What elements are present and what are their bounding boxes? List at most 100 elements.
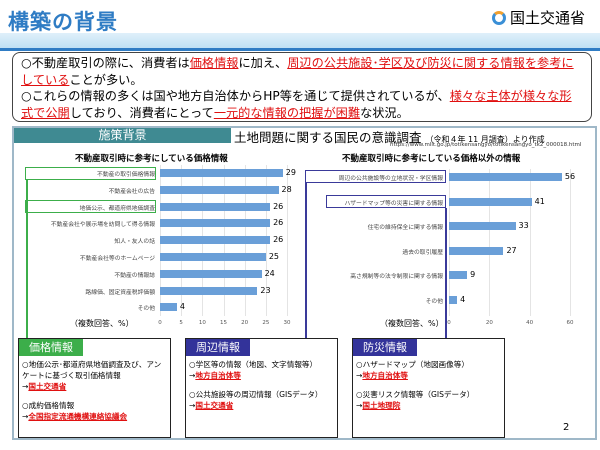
info-box-surroundings: 周辺情報 ○学区等の情報（地図、文字情報等） →地方自治体等 ○公共施設等の周辺情報（…: [185, 338, 338, 438]
info-source-link[interactable]: 国土地理院: [362, 401, 401, 410]
highlight-price-info: [25, 167, 156, 180]
info-box-disaster: 防災情報 ○ハザードマップ（地図画像等） →地方自治体等 ○災害リスク情報等（GISデ…: [352, 338, 505, 438]
bar: [160, 169, 283, 177]
gridline: [449, 169, 450, 316]
info-source-link[interactable]: 国土交通省: [28, 382, 67, 391]
intro-paragraph-1: ○不動産取引の際に、消費者は価格情報に加え、周辺の公共施設･学区及び防災に関する…: [21, 56, 574, 87]
info-item-source: →国土交通省: [189, 401, 234, 410]
logo-icon: [492, 10, 506, 25]
chart-note: （複数回答、%）: [380, 319, 444, 328]
bar: [449, 197, 532, 206]
axis-tick-label: 25: [262, 320, 270, 326]
highlight-land-price: [25, 200, 156, 213]
category-label: その他: [137, 306, 155, 313]
intro-paragraph-2: ○これらの情報の多くは国や地方自治体からHP等を通じて提供されているが、様々な主…: [21, 89, 572, 120]
chart-note: （複数回答、%）: [70, 319, 134, 328]
info-box-body: ○ハザードマップ（地図画像等） →地方自治体等 ○災害リスク情報等（GISデータ） →…: [353, 356, 504, 414]
bar: [449, 271, 468, 280]
gridline: [489, 169, 491, 316]
bar: [160, 236, 271, 245]
info-box-body: ○学区等の情報（地図、文字情報等） →地方自治体等 ○公共施設等の周辺情報（GISデ…: [186, 356, 337, 414]
info-item: ○地価公示･都道府県地価調査及び、アンケートに基づく取引価格情報 →国土交通省: [22, 359, 167, 392]
axis-tick-label: 30: [283, 320, 291, 326]
ministry-name: 国土交通省: [510, 9, 586, 27]
axis-tick-label: 10: [198, 320, 206, 326]
highlight-hazard: [326, 195, 446, 208]
axis-tick-label: 40: [526, 320, 534, 326]
bar: [160, 219, 271, 228]
gridline: [570, 169, 571, 316]
axis-tick-label: 20: [241, 320, 249, 326]
data-label: 26: [273, 218, 284, 228]
connector-price: [26, 180, 28, 338]
bar: [449, 173, 562, 181]
axis-tick-label: 20: [485, 320, 493, 326]
info-item-text: ○公共施設等の周辺情報（GISデータ）: [189, 390, 323, 399]
info-source-link[interactable]: 全国指定流通機構連絡協議会: [28, 412, 128, 421]
info-source-link[interactable]: 地方自治体等: [195, 371, 241, 380]
info-item: ○公共施設等の周辺情報（GISデータ） →国土交通省: [189, 389, 334, 411]
category-label: 不動産の取引価格情報: [97, 172, 155, 178]
data-label: 28: [281, 184, 292, 194]
data-label: 25: [268, 252, 280, 261]
bar: [160, 286, 258, 295]
gridline: [287, 165, 288, 316]
category-label: 過去の取引履歴: [402, 249, 443, 256]
category-label: ハザードマップ等の災害に関する情報: [344, 200, 443, 207]
category-label: 地価公示、都道府県地価調査: [79, 205, 155, 212]
info-item: ○学区等の情報（地図、文字情報等） →地方自治体等: [189, 359, 334, 381]
info-item-source: →国土交通省: [22, 382, 67, 391]
bar: [449, 296, 458, 304]
info-box-title: 防災情報: [353, 339, 417, 356]
data-label: 24: [264, 268, 275, 278]
info-box-title: 価格情報: [19, 339, 83, 356]
bar: [160, 253, 266, 261]
data-label: 33: [518, 221, 529, 231]
info-source-link[interactable]: 地方自治体等: [362, 371, 408, 380]
info-item: ○ハザードマップ（地図画像等） →地方自治体等: [356, 359, 501, 381]
info-source-link[interactable]: 国土交通省: [195, 401, 234, 410]
connector-surroundings: [305, 183, 307, 338]
data-label: 23: [260, 285, 271, 295]
info-item: ○災害リスク情報等（GISデータ） →国土地理院: [356, 389, 501, 411]
info-item-text: ○災害リスク情報等（GISデータ）: [356, 390, 475, 399]
category-label: 不動産会社等のホームページ: [79, 256, 155, 262]
info-box-price: 価格情報 ○地価公示･都道府県地価調査及び、アンケートに基づく取引価格情報 →国土交…: [18, 338, 171, 438]
info-item-text: ○成約価格情報: [22, 401, 75, 410]
axis-tick-label: 0: [158, 320, 162, 326]
ministry-logo: 国土交通省: [492, 7, 585, 28]
data-label: 9: [470, 270, 476, 280]
axis-tick-label: 15: [220, 320, 227, 326]
bar: [449, 246, 504, 255]
info-item-source: →全国指定流通機構連絡協議会: [22, 412, 128, 421]
page-title: 構築の背景: [8, 10, 118, 34]
data-label: 4: [179, 302, 186, 312]
info-item: ○成約価格情報 →全国指定流通機構連絡協議会: [22, 400, 167, 422]
background-panel: [12, 126, 597, 440]
source-url[interactable]: https://www.mlit.go.jp/totikensangyo/tot…: [390, 142, 582, 148]
info-item-text: ○学区等の情報（地図、文字情報等）: [189, 360, 318, 369]
highlight-surroundings: [305, 170, 446, 183]
category-label: 高さ規制等の法令制限に関する情報: [350, 274, 443, 281]
category-label: 周辺の公共施設等の立地状況・学区情報: [338, 176, 443, 182]
axis-tick-label: 0: [447, 320, 451, 326]
intro-box: ○不動産取引の際に、消費者は価格情報に加え、周辺の公共施設･学区及び防災に関する…: [12, 52, 592, 122]
category-label: 不動産の情報誌: [114, 272, 155, 279]
data-label: 4: [460, 295, 466, 304]
bar: [160, 185, 279, 194]
page-number: 2: [563, 422, 570, 433]
bar: [160, 303, 177, 312]
data-label: 56: [564, 172, 576, 181]
bar: [160, 202, 271, 211]
info-box-body: ○地価公示･都道府県地価調査及び、アンケートに基づく取引価格情報 →国土交通省 ○成…: [19, 356, 170, 425]
header-band: [0, 33, 600, 48]
chart-title: 不動産取引時に参考にしている価格以外の情報: [342, 154, 521, 164]
info-item-text: ○ハザードマップ（地図画像等）: [356, 360, 469, 369]
info-item-text: ○地価公示･都道府県地価調査及び、アンケートに基づく取引価格情報: [22, 360, 162, 380]
data-label: 41: [534, 196, 545, 206]
data-label: 27: [506, 245, 517, 255]
category-label: 路線価、固定資産税評価額: [85, 289, 155, 296]
survey-title: 土地問題に関する国民の意識調査 （令和４年 11 月調査）より作成: [234, 130, 545, 145]
connector-disaster: [445, 208, 447, 338]
data-label: 26: [273, 235, 284, 245]
